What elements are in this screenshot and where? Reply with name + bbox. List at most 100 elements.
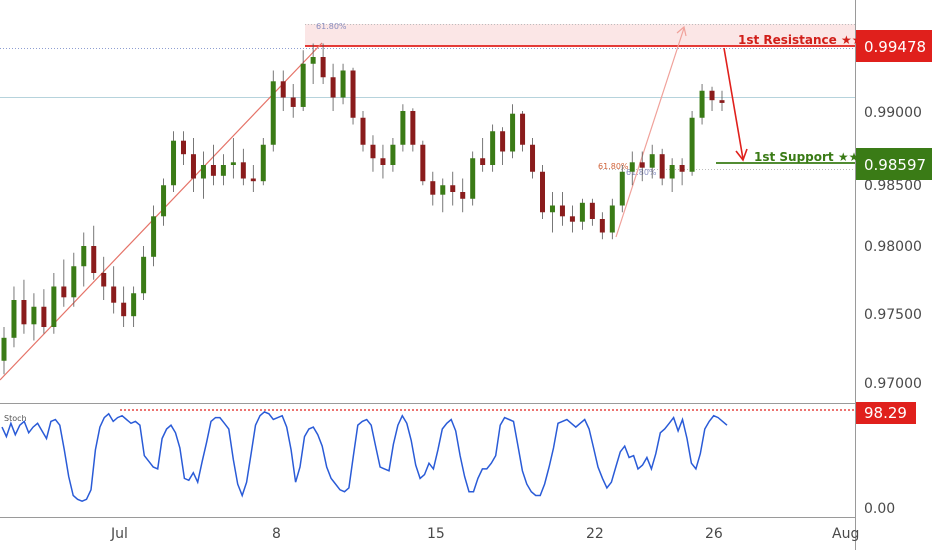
candle-up[interactable] [151,216,157,257]
resistance-zone [305,24,855,46]
candle-down[interactable] [500,131,506,152]
price-scale-background[interactable] [855,0,932,550]
candle-down[interactable] [240,162,246,179]
candle-down[interactable] [430,181,436,195]
candle-down[interactable] [599,219,605,233]
support-price-value: 0.98597 [864,156,926,174]
time-tick-jul: Jul [110,526,128,542]
price-tick-0.97500: 0.97500 [864,307,922,323]
candle-down[interactable] [280,81,286,98]
candle-down[interactable] [520,113,526,145]
candle-down[interactable] [659,154,665,179]
candle-down[interactable] [181,140,186,155]
fib-label-top: 61.80% [316,22,347,31]
time-tick-26: 26 [705,526,723,542]
projection-line[interactable] [615,27,685,238]
candle-down[interactable] [250,178,256,182]
candle-up[interactable] [490,131,496,165]
candle-down[interactable] [480,158,486,165]
candle-down[interactable] [290,97,296,107]
candle-down[interactable] [589,202,595,219]
candle-up[interactable] [200,165,206,179]
support-price-badge [856,148,932,180]
candle-down[interactable] [360,117,366,145]
drop-arrow-line[interactable] [723,47,744,160]
candle-up[interactable] [649,154,655,168]
candle-up[interactable] [81,246,87,267]
candle-up[interactable] [270,81,276,145]
stoch-tick-zero: 0.00 [864,501,895,517]
candle-up[interactable] [440,185,446,195]
candle-down[interactable] [111,286,117,303]
candle-up[interactable] [11,300,17,338]
price-tick-0.99000: 0.99000 [864,105,922,121]
candle-up[interactable] [470,158,476,199]
candle-down[interactable] [569,216,575,222]
candle-up[interactable] [689,117,695,172]
stoch-level-value: 98.29 [864,404,907,422]
candle-up[interactable] [669,165,675,179]
candle-down[interactable] [330,77,336,98]
candle-up[interactable] [131,293,137,317]
support-label: 1st Support ★★ [754,150,859,164]
candle-down[interactable] [320,57,326,78]
candle-down[interactable] [190,154,196,179]
candle-up[interactable] [549,205,555,213]
candle-down[interactable] [420,144,426,182]
candle-up[interactable] [699,90,705,118]
candle-down[interactable] [370,144,376,159]
candle-down[interactable] [121,302,127,317]
candle-up[interactable] [300,63,306,107]
candle-up[interactable] [400,111,406,145]
candle-down[interactable] [21,300,27,325]
candle-up[interactable] [220,165,226,176]
candle-up[interactable] [141,256,147,294]
time-tick-aug: Aug [832,526,859,542]
candle-up[interactable] [619,171,625,206]
candles-group[interactable] [1,43,725,375]
candle-down[interactable] [530,144,536,172]
candle-down[interactable] [639,162,645,168]
candle-up[interactable] [260,144,266,182]
candle-down[interactable] [709,90,715,101]
candle-down[interactable] [210,165,216,176]
candle-down[interactable] [450,185,456,192]
candle-up[interactable] [171,140,177,186]
candle-down[interactable] [540,171,545,213]
candle-up[interactable] [161,185,167,217]
candle-up[interactable] [390,144,396,165]
candle-up[interactable] [629,162,635,172]
stoch-level-badge [856,402,916,424]
price-tick-0.98000: 0.98000 [864,239,922,255]
candle-up[interactable] [1,337,7,361]
price-tick-0.98500: 0.98500 [864,178,922,194]
candle-down[interactable] [350,70,356,118]
candle-down[interactable] [559,205,565,217]
candle-up[interactable] [340,70,346,98]
candle-up[interactable] [579,202,585,222]
resistance-label: 1st Resistance ★★ [738,33,863,47]
candle-down[interactable] [679,165,685,172]
candle-down[interactable] [410,111,416,145]
candle-up[interactable] [51,286,57,328]
price-tick-0.97000: 0.97000 [864,376,922,392]
candle-down[interactable] [41,306,47,327]
candle-up[interactable] [609,205,615,233]
candle-up[interactable] [310,57,316,64]
candle-up[interactable] [31,306,37,325]
candle-up[interactable] [230,162,236,165]
time-tick-8: 8 [272,526,281,542]
candle-up[interactable] [510,113,516,152]
resistance-price-value: 0.99478 [864,38,926,56]
candle-up[interactable] [71,266,77,298]
drop-arrow-head [735,148,748,162]
candle-down[interactable] [91,246,97,273]
candle-down[interactable] [61,286,67,298]
candle-down[interactable] [380,158,386,165]
candle-down[interactable] [719,100,725,103]
stoch-line[interactable] [1,411,728,503]
candle-down[interactable] [101,273,107,287]
candle-down[interactable] [460,192,466,199]
fib-label-support-a: 61.80% [598,162,629,171]
